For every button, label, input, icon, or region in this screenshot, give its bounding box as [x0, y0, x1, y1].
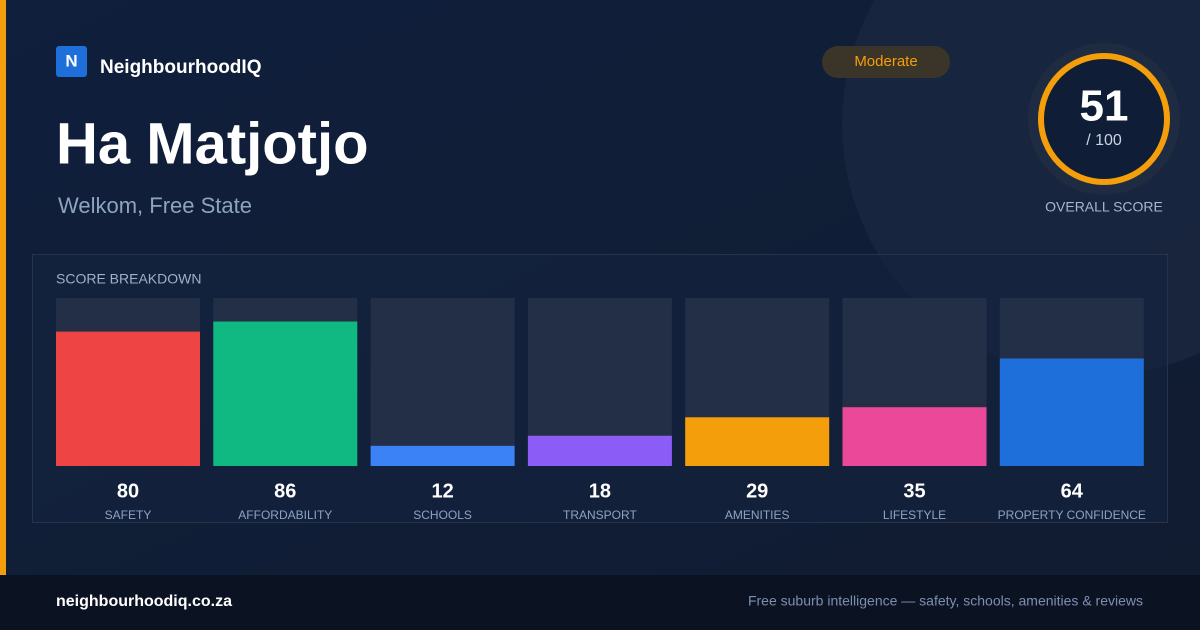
- category-label: SCHOOLS: [413, 508, 472, 522]
- category-label: AFFORDABILITY: [238, 508, 332, 522]
- badge-text: Moderate: [854, 53, 917, 70]
- chart-title: SCORE BREAKDOWN: [56, 271, 201, 287]
- value-label: 64: [1061, 480, 1084, 502]
- category-label: LIFESTYLE: [883, 508, 946, 522]
- value-label: 29: [746, 480, 768, 502]
- bar: [842, 407, 987, 466]
- score-value: 51: [1080, 82, 1129, 131]
- footer-site: neighbourhoodiq.co.za: [56, 593, 232, 610]
- bar: [685, 417, 830, 466]
- score-max: / 100: [1086, 132, 1122, 149]
- subtitle: Welkom, Free State: [58, 193, 252, 218]
- brand: NeighbourhoodIQ: [100, 57, 261, 78]
- bar: [56, 331, 200, 466]
- score-label: OVERALL SCORE: [1045, 199, 1163, 215]
- title: Ha Matjotjo: [56, 111, 369, 176]
- bar: [527, 435, 672, 466]
- logo: [56, 46, 87, 77]
- bar: [213, 321, 358, 466]
- category-label: SAFETY: [105, 508, 152, 522]
- category-label: TRANSPORT: [563, 508, 637, 522]
- category-label: AMENITIES: [725, 508, 790, 522]
- category-label: PROPERTY CONFIDENCE: [998, 508, 1146, 522]
- value-label: 35: [903, 480, 925, 502]
- bar: [999, 358, 1144, 466]
- bar: [370, 445, 515, 466]
- footer: [0, 575, 1200, 630]
- value-label: 12: [431, 480, 453, 502]
- badge: [822, 46, 950, 78]
- accent-stripe: [0, 0, 6, 575]
- ring: [1038, 53, 1170, 185]
- value-label: 18: [589, 480, 611, 502]
- footer-tagline: Free suburb intelligence — safety, schoo…: [748, 593, 1143, 609]
- value-label: 86: [274, 480, 296, 502]
- bar-track: [370, 298, 515, 466]
- value-label: 80: [117, 480, 139, 502]
- logo-letter: N: [65, 51, 77, 70]
